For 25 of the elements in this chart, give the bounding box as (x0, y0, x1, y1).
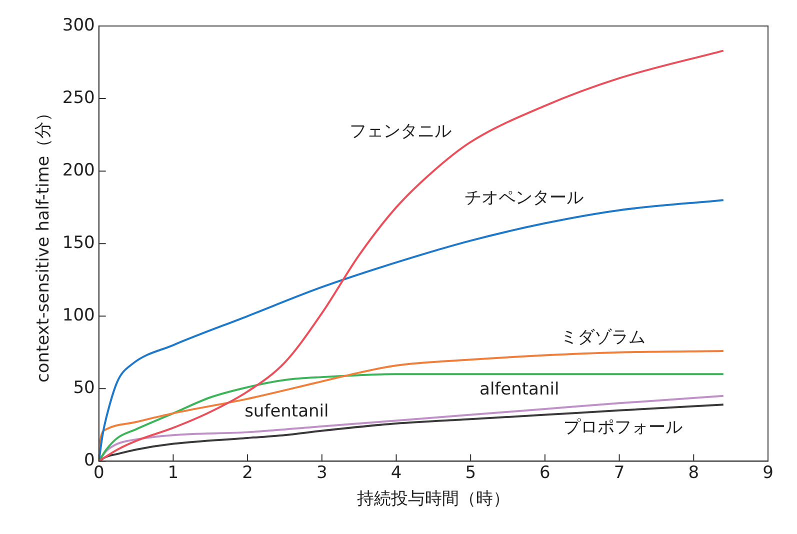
y-tick-label: 150 (62, 233, 95, 254)
y-axis-title: context-sensitive half-time（分） (34, 104, 54, 382)
y-tick-label: 200 (62, 160, 95, 180)
x-axis-title: 持続投与時間（時） (356, 489, 510, 510)
series-label: プロポフォール (564, 417, 683, 438)
series-label: ミダゾラム (560, 327, 646, 348)
line-series (98, 50, 724, 462)
y-tick-label: 250 (62, 88, 95, 108)
x-tick-label: 5 (465, 462, 476, 483)
x-tick-label: 9 (762, 462, 774, 483)
x-tick-label: 7 (614, 462, 625, 483)
x-tick-label: 3 (316, 462, 328, 483)
x-tick-label: 4 (390, 462, 402, 483)
x-tick-label: 1 (168, 462, 179, 483)
line-series (98, 373, 724, 462)
y-tick-label: 50 (73, 378, 95, 398)
y-tick-label: 100 (62, 306, 95, 326)
x-tick-label: 2 (242, 462, 253, 483)
y-tick-label: 300 (62, 15, 95, 36)
series-label: チオペンタール (464, 188, 584, 208)
series-label: alfentanil (480, 380, 560, 400)
x-tick-label: 8 (688, 462, 700, 483)
series-label: フェンタニル (349, 121, 452, 142)
x-tick-label: 6 (540, 462, 550, 483)
series-label: sufentanil (244, 401, 329, 422)
